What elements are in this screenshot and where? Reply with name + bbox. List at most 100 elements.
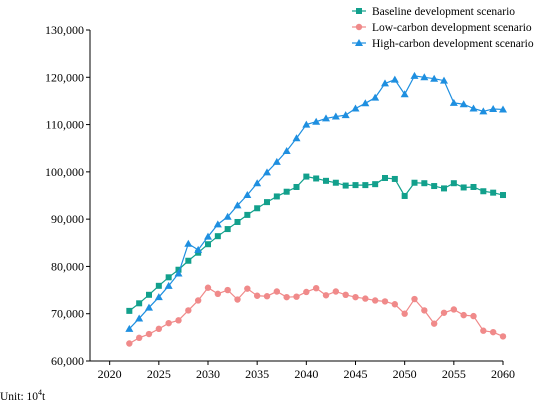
data-point xyxy=(420,73,429,81)
data-point xyxy=(331,112,340,120)
chart-legend: Baseline development scenario Low-carbon … xyxy=(352,6,534,50)
data-point xyxy=(243,191,252,199)
data-point xyxy=(223,212,232,220)
y-tick-label: 80,000 xyxy=(51,259,84,273)
data-point xyxy=(273,288,281,295)
data-point xyxy=(411,179,418,186)
data-point xyxy=(401,310,408,317)
data-point xyxy=(332,288,340,295)
data-point xyxy=(185,257,192,264)
data-point xyxy=(351,104,360,112)
data-point xyxy=(136,300,143,307)
data-point xyxy=(273,193,280,200)
x-tick-label: 2030 xyxy=(196,367,220,381)
data-point xyxy=(371,297,379,304)
data-point xyxy=(155,325,163,333)
data-point xyxy=(272,157,281,165)
data-point xyxy=(440,309,448,316)
y-axis-ticks: 60,000 70,000 80,000 90,000 100,000 110,000 12… xyxy=(45,23,90,368)
series-1 xyxy=(126,284,507,347)
data-point xyxy=(449,98,458,106)
legend-item: Baseline development scenario xyxy=(352,6,515,18)
data-point xyxy=(204,232,212,240)
data-point xyxy=(165,319,172,327)
data-point xyxy=(430,74,439,82)
legend-item: High-carbon development scenario xyxy=(352,38,534,50)
data-point xyxy=(479,107,488,115)
data-point xyxy=(312,284,320,292)
data-point xyxy=(282,147,291,155)
data-point xyxy=(292,134,301,142)
data-point xyxy=(263,168,271,176)
data-point xyxy=(480,188,487,195)
data-point xyxy=(125,324,134,332)
legend-item: Low-carbon development scenario xyxy=(352,22,532,34)
data-point xyxy=(145,330,153,338)
data-point xyxy=(490,189,497,196)
data-point xyxy=(450,180,457,187)
data-point xyxy=(234,296,241,303)
data-point xyxy=(254,205,261,212)
x-tick-label: 2025 xyxy=(147,367,171,381)
data-point xyxy=(194,297,202,304)
data-point xyxy=(411,295,418,303)
data-point xyxy=(382,175,388,182)
chart-series xyxy=(125,71,507,347)
data-point xyxy=(204,284,212,291)
data-point xyxy=(184,239,193,247)
x-tick-label: 2040 xyxy=(294,367,318,381)
legend-label: High-carbon development scenario xyxy=(372,38,534,50)
data-point xyxy=(372,181,379,188)
data-point xyxy=(146,291,152,298)
data-point xyxy=(431,183,438,190)
x-tick-label: 2050 xyxy=(393,367,417,381)
y-tick-label: 70,000 xyxy=(51,307,84,321)
data-point xyxy=(341,111,350,119)
y-tick-label: 130,000 xyxy=(45,23,84,37)
legend-marker xyxy=(356,8,362,14)
x-axis-ticks: 2020 2025 2030 2035 2040 2045 2050 2055 2060 xyxy=(98,361,515,381)
data-point xyxy=(264,199,270,206)
data-point xyxy=(293,293,300,300)
data-point xyxy=(302,120,311,128)
x-tick-label: 2045 xyxy=(344,367,368,381)
data-point xyxy=(154,293,163,301)
data-point xyxy=(342,182,349,189)
data-point xyxy=(381,298,389,305)
series-0 xyxy=(126,173,506,314)
data-point xyxy=(283,188,290,195)
y-tick-label: 120,000 xyxy=(45,70,84,84)
data-point xyxy=(421,180,428,187)
data-point xyxy=(224,226,231,233)
data-point xyxy=(303,173,310,180)
data-point xyxy=(410,71,419,79)
data-point xyxy=(390,75,399,83)
data-point xyxy=(450,306,458,313)
data-point xyxy=(342,291,349,298)
data-point xyxy=(313,175,320,182)
x-tick-label: 2060 xyxy=(491,367,515,381)
data-point xyxy=(126,340,133,347)
data-point xyxy=(391,301,399,308)
data-point xyxy=(430,320,438,327)
x-tick-label: 2020 xyxy=(98,367,122,381)
data-point xyxy=(352,293,359,301)
data-point xyxy=(175,317,182,324)
data-point xyxy=(323,177,329,184)
data-point xyxy=(499,105,507,113)
legend-marker xyxy=(355,23,363,31)
data-point xyxy=(283,293,290,301)
data-point xyxy=(371,93,380,101)
unit-label: Unit: 104t xyxy=(0,388,46,403)
unit-suffix: t xyxy=(42,391,46,403)
data-point xyxy=(164,281,173,289)
series-line xyxy=(129,286,504,345)
legend-label: Low-carbon development scenario xyxy=(372,22,532,34)
data-point xyxy=(500,192,506,199)
data-point xyxy=(165,274,172,281)
data-point xyxy=(441,185,447,192)
x-tick-label: 2035 xyxy=(245,367,269,381)
data-point xyxy=(440,76,448,84)
data-point xyxy=(224,286,231,294)
data-point xyxy=(263,293,271,300)
